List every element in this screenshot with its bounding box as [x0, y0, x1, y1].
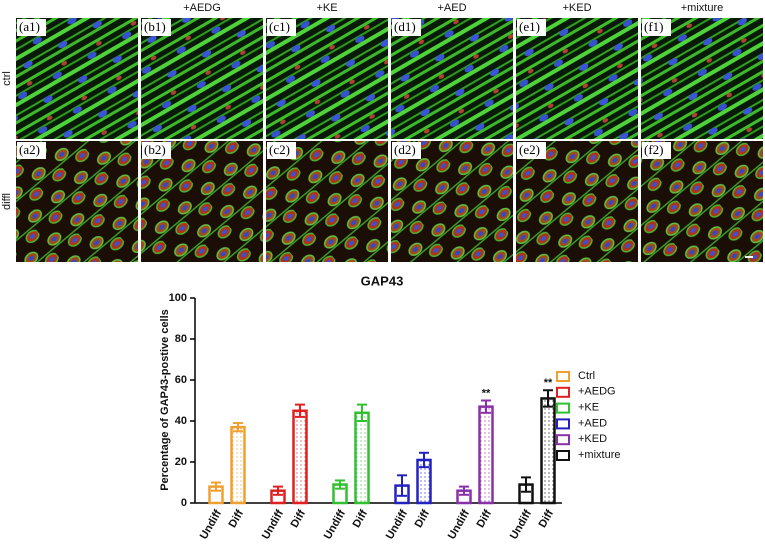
legend-label: +KED [578, 433, 607, 445]
significance: ** [544, 377, 553, 389]
panel-label-bg [142, 19, 171, 36]
error-bar [357, 403, 367, 422]
x-tick-label: Undiff [260, 508, 286, 542]
panel-label-bg [142, 142, 171, 159]
legend-swatch [556, 418, 570, 430]
x-tick-label: Undiff [446, 508, 472, 542]
x-tick-label: Undiff [198, 508, 224, 542]
image-grid: (a1) (b1) (c1) (d1) (e1) (f1) (a2) (b2) (c2) (d2)… [1, 2, 763, 262]
panel-label: (f2) [644, 142, 664, 157]
column-header: +AEDG [183, 2, 221, 14]
legend-swatch [556, 434, 570, 446]
column-header: +KE [316, 2, 337, 14]
chart-title: GAP43 [361, 273, 404, 288]
x-tick-label: Undiff [508, 508, 534, 542]
legend-label: Ctrl [578, 370, 595, 382]
micrograph [641, 141, 763, 262]
error-bar [295, 403, 305, 418]
y-tick-label: 40 [175, 415, 187, 427]
panel-label-bg [267, 19, 296, 36]
y-tick-label: 60 [175, 374, 187, 386]
error-bar [543, 389, 553, 408]
x-tick-label: Diff [537, 508, 557, 530]
micrograph [516, 18, 638, 139]
panel-label-bg [642, 19, 671, 36]
legend-label: +AEDG [578, 386, 616, 398]
row-label: ctrl [1, 71, 13, 86]
micrograph [391, 141, 513, 262]
micrograph [16, 141, 138, 262]
y-tick-label: 80 [175, 333, 187, 345]
y-tick-label: 0 [181, 497, 187, 509]
panel-label-bg [17, 19, 46, 36]
x-tick-label: Diff [413, 508, 433, 530]
error-bar [233, 422, 243, 433]
legend-swatch [556, 402, 570, 414]
y-tick-label: 100 [169, 292, 187, 304]
micrograph [641, 18, 763, 139]
bar [478, 405, 494, 505]
panel-label: (e1) [519, 19, 540, 34]
panel-label: (a1) [19, 19, 40, 34]
legend-swatch [556, 371, 570, 382]
panel-label: (d1) [394, 19, 416, 34]
x-tick-label: Diff [227, 508, 247, 530]
column-header: +AED [437, 2, 466, 14]
x-tick-label: Undiff [384, 508, 410, 542]
micrograph [141, 141, 263, 262]
panel-label: (b2) [144, 142, 166, 157]
bar [292, 409, 308, 505]
x-tick-label: Diff [351, 508, 371, 530]
panel-label: (b1) [144, 19, 166, 34]
scale-bar [745, 256, 753, 258]
error-bar [211, 481, 221, 492]
panel-label: (f1) [644, 19, 664, 34]
x-tick-label: Diff [289, 508, 309, 530]
legend-label: +KE [578, 402, 599, 414]
bar [230, 425, 246, 505]
bar [354, 411, 370, 505]
panel-label-bg [517, 19, 546, 36]
micrograph [266, 18, 388, 139]
panel-label-bg [392, 19, 421, 36]
panel-label: (a2) [19, 142, 40, 157]
error-bar [521, 476, 531, 493]
legend-swatch [556, 386, 570, 398]
panel-label: (e2) [519, 142, 540, 157]
micrograph [16, 18, 138, 139]
x-tick-label: Undiff [322, 508, 348, 542]
error-bar [335, 479, 345, 490]
panel-label-bg [392, 142, 421, 159]
error-bar [419, 451, 429, 469]
row-label: diffl [1, 193, 13, 210]
panel-label: (c1) [269, 19, 290, 34]
panel-label-bg [642, 142, 671, 159]
error-bar [459, 485, 469, 496]
x-tick-label: Diff [475, 508, 495, 530]
legend-swatch [556, 450, 570, 461]
legend-label: +mixture [578, 449, 621, 461]
panel-label-bg [517, 142, 546, 159]
panel-label-bg [17, 142, 46, 159]
error-bar [273, 485, 283, 496]
y-tick-label: 20 [175, 456, 187, 468]
panel-label: (d2) [394, 142, 416, 157]
panel-label-bg [267, 142, 296, 159]
error-bar [481, 399, 491, 414]
micrograph [266, 141, 388, 262]
column-header: +KED [562, 2, 591, 14]
panel-label: (c2) [269, 142, 290, 157]
y-axis-label: Percentage of GAP43-postive cells [159, 309, 171, 491]
column-header: +mixture [681, 2, 724, 14]
significance: ** [482, 387, 491, 399]
bar [540, 397, 556, 505]
legend-label: +AED [578, 417, 607, 429]
micrograph [516, 141, 638, 262]
micrograph [391, 18, 513, 139]
micrograph [141, 18, 263, 139]
error-bar [397, 474, 407, 497]
